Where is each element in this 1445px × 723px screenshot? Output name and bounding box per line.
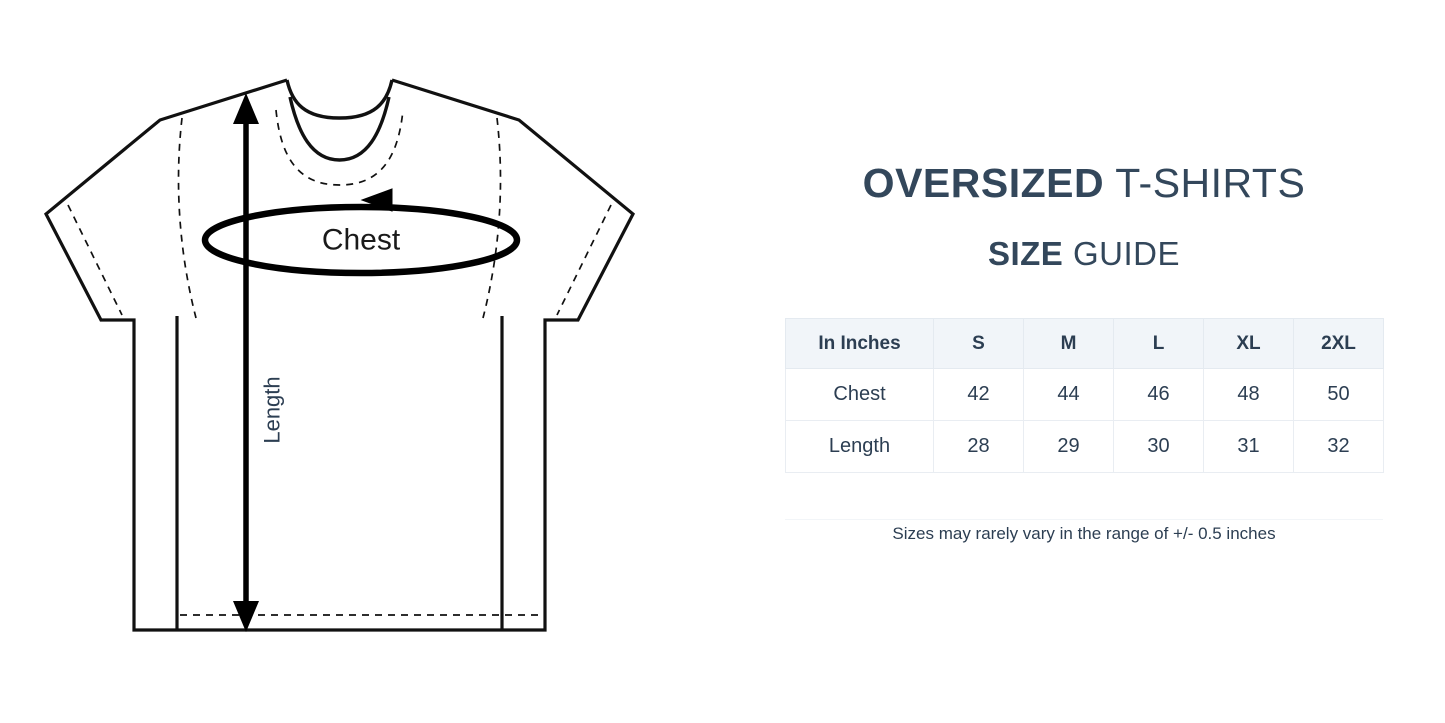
cell-length-l: 30 xyxy=(1113,420,1204,473)
cell-length-xl: 31 xyxy=(1203,420,1294,473)
column-header-xl: XL xyxy=(1203,318,1294,369)
cell-chest-l: 46 xyxy=(1113,368,1204,421)
chest-arrowhead-icon xyxy=(360,188,393,212)
subtitle-bold-word: SIZE xyxy=(987,235,1064,272)
length-measure-arrow xyxy=(233,93,259,632)
tshirt-collar xyxy=(285,79,394,162)
size-table-container: In Inches S M L XL 2XL Chest 42 44 46 48 xyxy=(785,318,1384,473)
tshirt-measurement-diagram: Chest Length xyxy=(43,78,636,632)
row-label-chest: Chest xyxy=(785,368,934,421)
cell-chest-m: 44 xyxy=(1023,368,1114,421)
table-row: Chest 42 44 46 48 50 xyxy=(785,368,1384,421)
cell-chest-s: 42 xyxy=(933,368,1024,421)
footnote-divider xyxy=(785,519,1383,520)
column-header-m: M xyxy=(1023,318,1114,369)
cell-length-2xl: 32 xyxy=(1293,420,1384,473)
title-secondary: SIZE GUIDE xyxy=(723,237,1445,270)
subtitle-light-word: GUIDE xyxy=(1063,235,1181,272)
column-header-l: L xyxy=(1113,318,1204,369)
tshirt-diagram-panel: Chest Length xyxy=(43,78,636,632)
cell-length-s: 28 xyxy=(933,420,1024,473)
tshirt-body-seams xyxy=(175,316,504,630)
size-table: In Inches S M L XL 2XL Chest 42 44 46 48 xyxy=(785,318,1384,473)
footnote-text: Sizes may rarely vary in the range of +/… xyxy=(892,524,1276,543)
length-label: Length xyxy=(260,376,285,443)
cell-length-m: 29 xyxy=(1023,420,1114,473)
table-row: Length 28 29 30 31 32 xyxy=(785,420,1384,473)
title-bold-word: OVERSIZED xyxy=(862,160,1105,206)
size-guide-panel: OVERSIZED T-SHIRTS SIZE GUIDE In Inches … xyxy=(723,0,1445,723)
chest-ellipse xyxy=(201,203,521,277)
table-header-row: In Inches S M L XL 2XL xyxy=(785,318,1384,369)
title-light-word: T-SHIRTS xyxy=(1104,160,1306,206)
cell-chest-2xl: 50 xyxy=(1293,368,1384,421)
title-primary: OVERSIZED T-SHIRTS xyxy=(723,163,1445,204)
row-label-length: Length xyxy=(785,420,934,473)
chest-label: Chest xyxy=(322,224,401,257)
page-title: OVERSIZED T-SHIRTS SIZE GUIDE xyxy=(723,163,1445,271)
tshirt-outline xyxy=(43,78,636,632)
length-arrowhead-up-icon xyxy=(233,93,259,124)
length-arrowhead-down-icon xyxy=(233,601,259,632)
cell-chest-xl: 48 xyxy=(1203,368,1294,421)
chest-measure-ellipse xyxy=(201,188,521,277)
column-header-in-inches: In Inches xyxy=(785,318,934,369)
tshirt-construction-lines xyxy=(67,109,612,616)
column-header-2xl: 2XL xyxy=(1293,318,1384,369)
column-header-s: S xyxy=(933,318,1024,369)
